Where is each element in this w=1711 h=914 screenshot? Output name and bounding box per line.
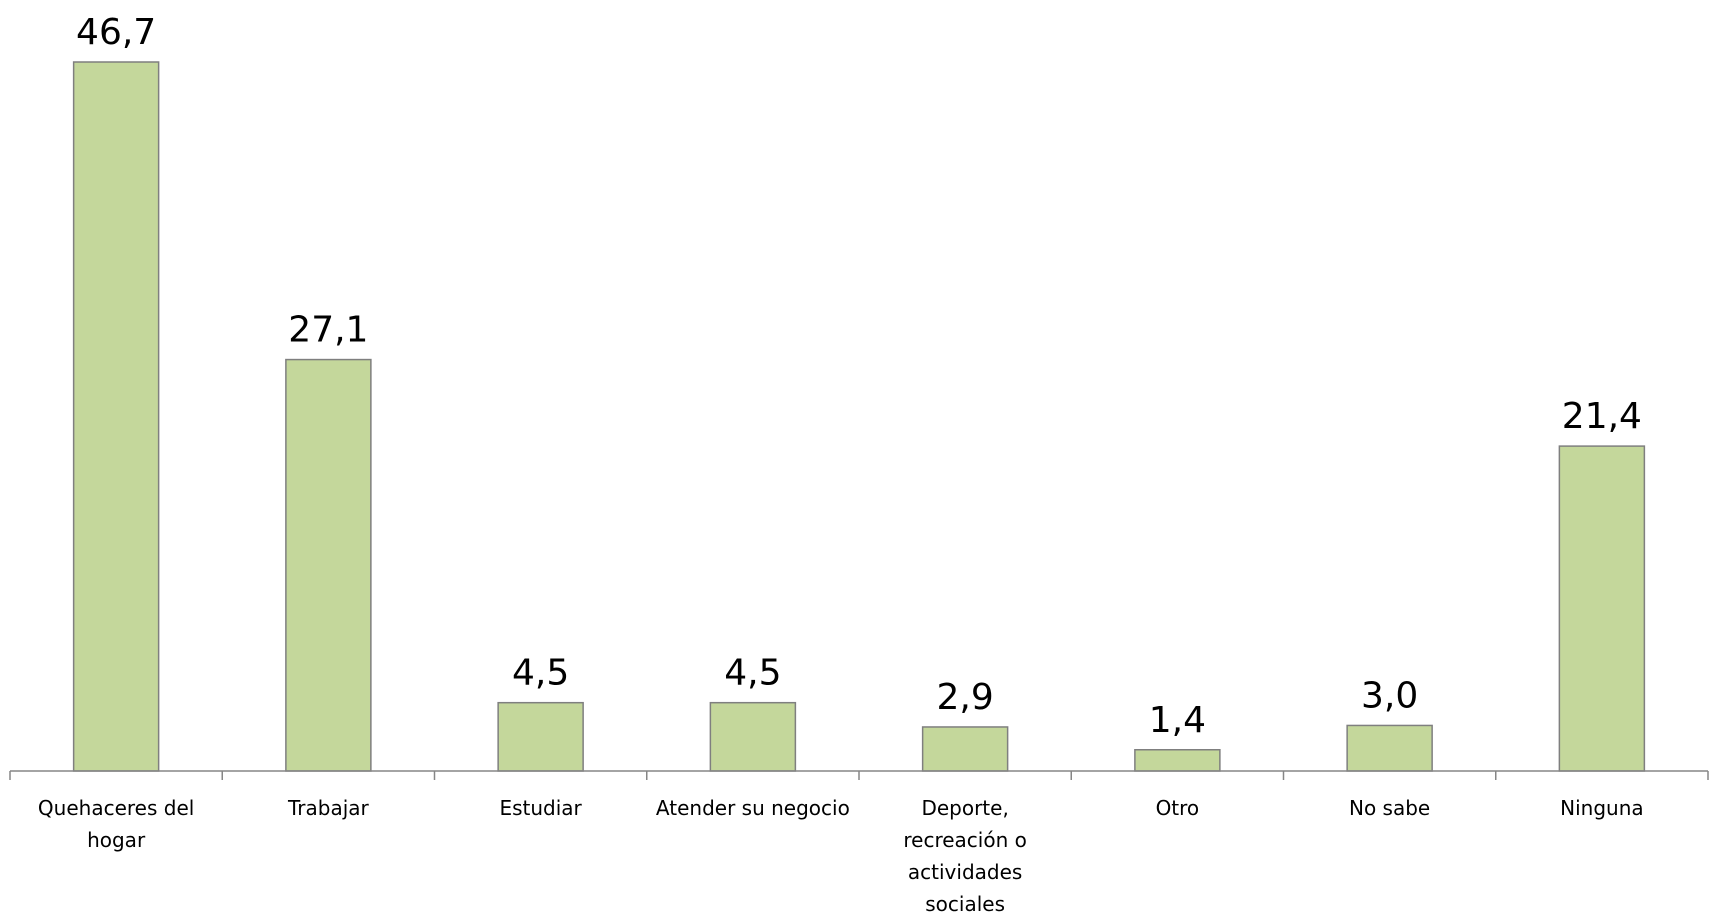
- category-label: Quehaceres del hogar: [38, 796, 194, 852]
- bar: [1346, 724, 1433, 772]
- data-label: 4,5: [512, 653, 569, 694]
- data-label: 4,5: [724, 653, 781, 694]
- category-labels-layer: Quehaceres del hogar Trabajar Estudiar Atend…: [38, 796, 1644, 914]
- category-label: Atender su negocio: [656, 796, 850, 820]
- bar: [497, 701, 584, 772]
- category-label: Otro: [1156, 796, 1200, 820]
- bar: [709, 701, 797, 772]
- data-label: 27,1: [288, 310, 368, 351]
- category-label: Trabajar: [287, 796, 370, 820]
- data-label: 1,4: [1149, 700, 1206, 741]
- data-label: 46,7: [76, 12, 156, 53]
- data-label: 3,0: [1361, 675, 1418, 716]
- category-label: Deporte, recreación o actividades sociales: [903, 796, 1027, 914]
- x-axis: [9, 770, 1709, 780]
- data-label: 2,9: [936, 677, 993, 718]
- category-label: Ninguna: [1560, 796, 1644, 820]
- category-label: No sabe: [1349, 796, 1430, 820]
- bar: [72, 61, 160, 772]
- data-label: 21,4: [1562, 396, 1642, 437]
- value-labels-layer: 46,7 27,1 4,5 4,5 2,9 1,4 3,0 21,4: [76, 12, 1642, 741]
- bar: [921, 726, 1009, 772]
- bar: [285, 358, 372, 772]
- bars-layer: [72, 61, 1646, 772]
- bar: [1134, 749, 1221, 772]
- category-label: Estudiar: [499, 796, 582, 820]
- bar: [1558, 445, 1646, 772]
